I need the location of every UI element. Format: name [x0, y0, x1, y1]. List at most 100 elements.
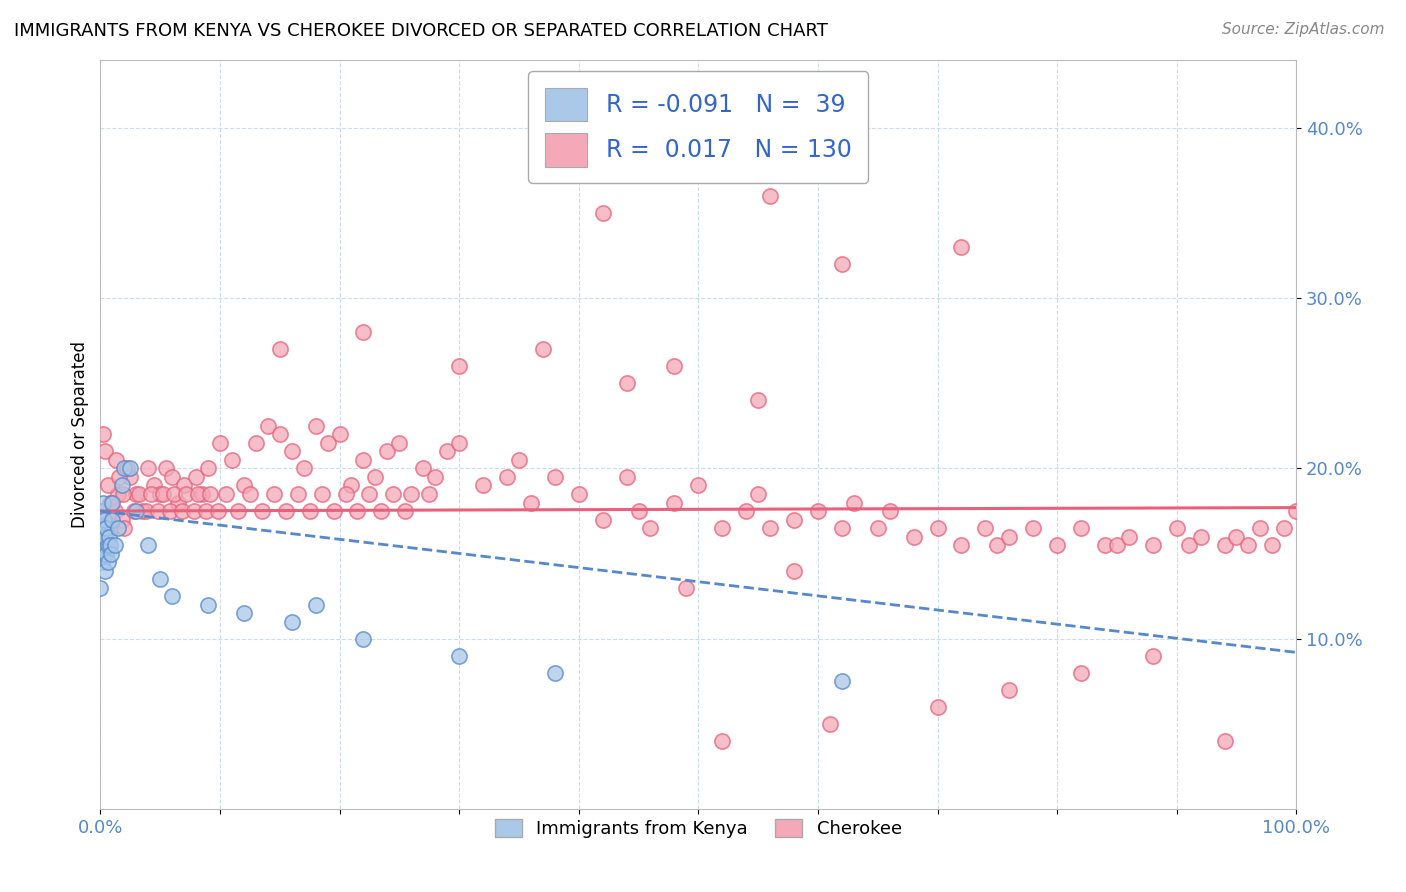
Point: [149, 487, 172, 501]
Point: [1022, 521, 1045, 535]
Point: [627, 504, 650, 518]
Point: [1070, 665, 1092, 680]
Point: [616, 470, 638, 484]
Point: [191, 487, 214, 501]
Point: [232, 606, 254, 620]
Point: [250, 504, 273, 518]
Point: [675, 581, 697, 595]
Point: [316, 436, 339, 450]
Point: [94, 444, 117, 458]
Point: [412, 461, 434, 475]
Point: [1213, 734, 1236, 748]
Point: [100, 547, 122, 561]
Point: [747, 393, 769, 408]
Point: [101, 512, 124, 526]
Point: [143, 478, 166, 492]
Point: [136, 461, 159, 475]
Point: [280, 615, 302, 629]
Point: [135, 504, 157, 518]
Point: [207, 504, 229, 518]
Point: [807, 504, 830, 518]
Point: [107, 521, 129, 535]
Point: [89, 547, 111, 561]
Point: [449, 648, 471, 663]
Point: [1094, 538, 1116, 552]
Text: Source: ZipAtlas.com: Source: ZipAtlas.com: [1222, 22, 1385, 37]
Point: [1118, 530, 1140, 544]
Point: [91, 547, 114, 561]
Point: [215, 487, 238, 501]
Point: [120, 470, 142, 484]
Point: [112, 521, 135, 535]
Point: [245, 436, 267, 450]
Point: [927, 700, 949, 714]
Point: [783, 512, 806, 526]
Point: [783, 564, 806, 578]
Point: [950, 538, 973, 552]
Point: [91, 495, 114, 509]
Point: [91, 538, 114, 552]
Point: [159, 504, 181, 518]
Point: [280, 444, 302, 458]
Point: [592, 206, 614, 220]
Point: [866, 521, 889, 535]
Point: [90, 530, 112, 544]
Point: [91, 521, 114, 535]
Point: [370, 504, 392, 518]
Point: [759, 189, 782, 203]
Point: [298, 504, 321, 518]
Point: [96, 538, 118, 552]
Point: [274, 504, 297, 518]
Point: [91, 427, 114, 442]
Point: [364, 470, 387, 484]
Point: [89, 512, 111, 526]
Point: [90, 504, 112, 518]
Point: [97, 530, 120, 544]
Point: [394, 504, 416, 518]
Point: [927, 521, 949, 535]
Point: [831, 257, 853, 271]
Point: [304, 598, 326, 612]
Point: [449, 359, 471, 374]
Point: [616, 376, 638, 391]
Point: [90, 530, 112, 544]
Y-axis label: Divorced or Separated: Divorced or Separated: [72, 341, 89, 528]
Point: [111, 512, 134, 526]
Point: [104, 504, 127, 518]
Point: [418, 487, 440, 501]
Legend: Immigrants from Kenya, Cherokee: Immigrants from Kenya, Cherokee: [488, 812, 910, 845]
Point: [239, 487, 262, 501]
Point: [508, 453, 530, 467]
Point: [93, 512, 115, 526]
Point: [1070, 521, 1092, 535]
Point: [711, 734, 734, 748]
Point: [311, 487, 333, 501]
Point: [998, 530, 1021, 544]
Point: [197, 598, 219, 612]
Point: [688, 478, 710, 492]
Point: [759, 521, 782, 535]
Point: [149, 572, 172, 586]
Point: [120, 461, 142, 475]
Point: [197, 461, 219, 475]
Point: [97, 512, 120, 526]
Point: [155, 461, 177, 475]
Point: [93, 504, 115, 518]
Point: [986, 538, 1008, 552]
Point: [104, 453, 127, 467]
Point: [1177, 538, 1199, 552]
Point: [1285, 504, 1308, 518]
Point: [1261, 538, 1284, 552]
Point: [592, 512, 614, 526]
Point: [170, 504, 193, 518]
Point: [96, 547, 118, 561]
Point: [735, 504, 758, 518]
Point: [184, 470, 207, 484]
Point: [111, 478, 134, 492]
Point: [328, 427, 350, 442]
Point: [94, 530, 117, 544]
Point: [98, 538, 121, 552]
Point: [108, 470, 131, 484]
Point: [335, 487, 357, 501]
Point: [377, 444, 399, 458]
